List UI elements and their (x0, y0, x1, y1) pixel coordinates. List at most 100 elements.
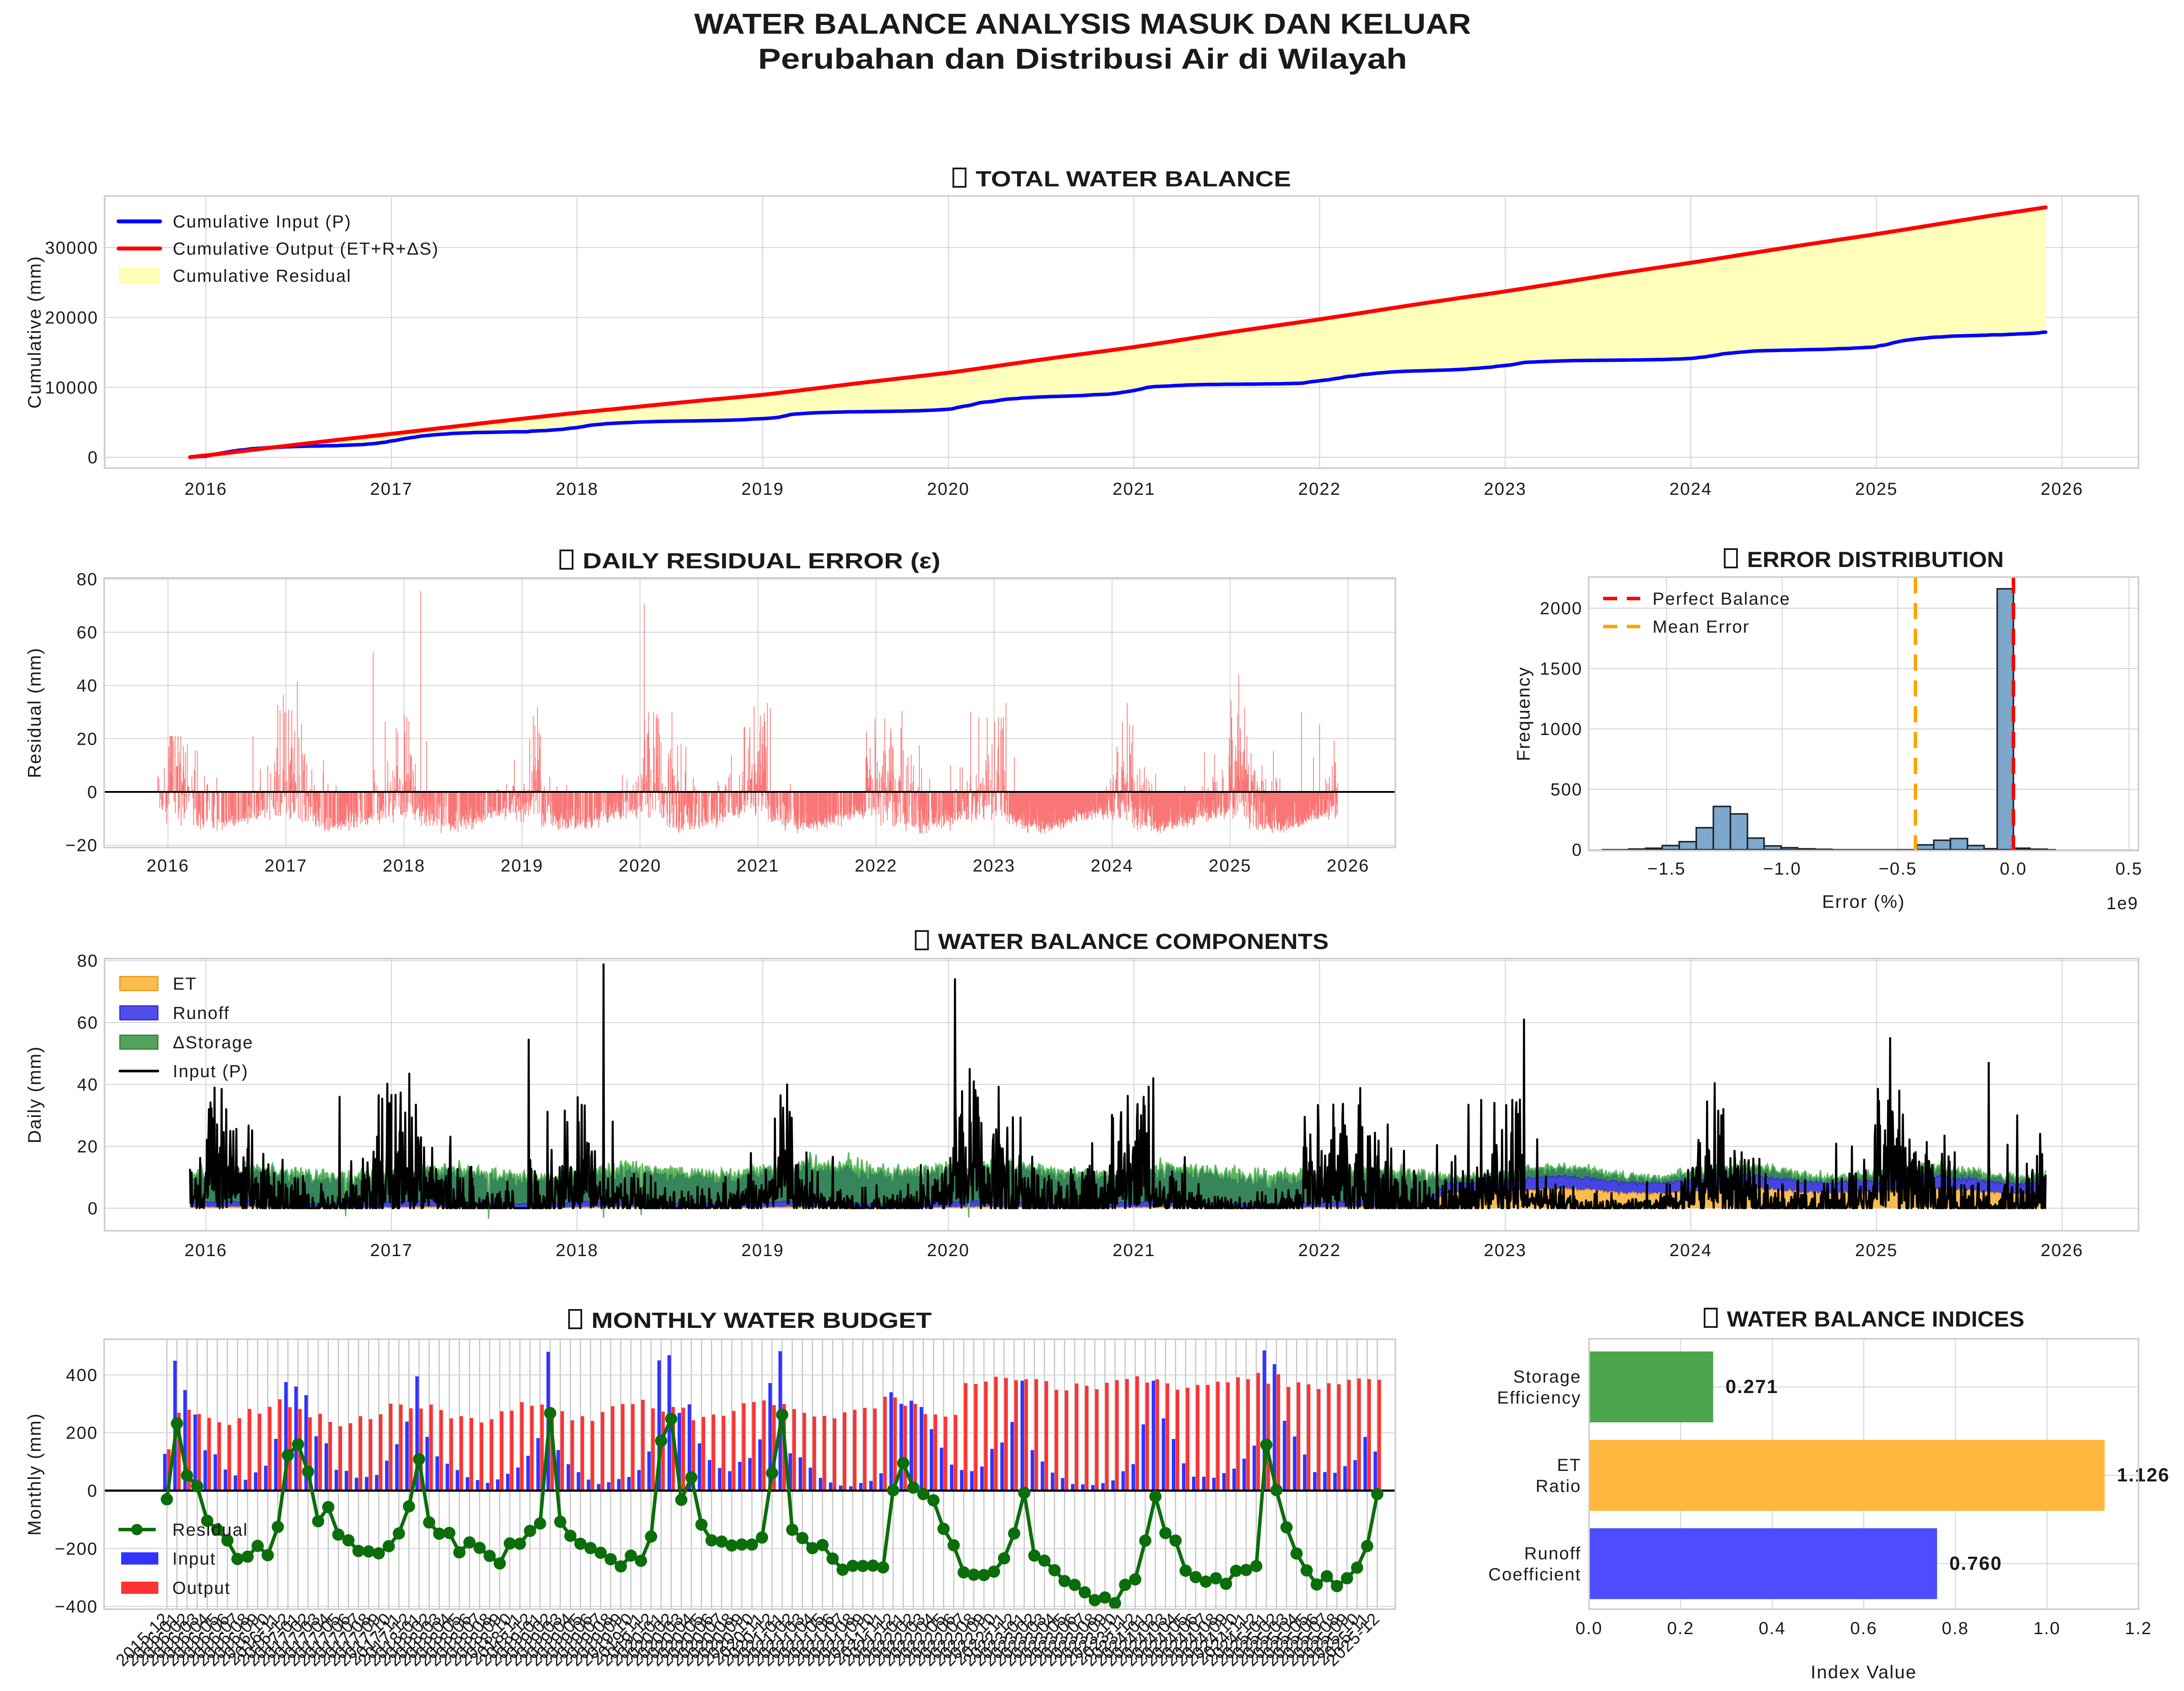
svg-text:2019: 2019 (741, 480, 784, 499)
svg-text:2018: 2018 (383, 856, 426, 875)
svg-text:Mean Error: Mean Error (1653, 617, 1750, 637)
svg-text:80: 80 (77, 570, 98, 589)
svg-text:WATER BALANCE INDICES: WATER BALANCE INDICES (1727, 1307, 2024, 1331)
svg-text:2016: 2016 (147, 856, 189, 875)
svg-text:2017: 2017 (370, 480, 413, 499)
svg-text:2020: 2020 (619, 856, 661, 875)
svg-text:2016: 2016 (185, 480, 227, 499)
svg-text:2023: 2023 (1484, 1241, 1527, 1260)
svg-text:2019: 2019 (501, 856, 544, 875)
svg-text:20000: 20000 (45, 308, 98, 328)
svg-text:−1.0: −1.0 (1763, 859, 1802, 879)
svg-text:Daily (mm): Daily (mm) (24, 1046, 45, 1144)
svg-text:1.2: 1.2 (2125, 1619, 2152, 1638)
svg-text:Cumulative Input (P): Cumulative Input (P) (173, 212, 352, 231)
svg-text:Runoff: Runoff (173, 1004, 230, 1023)
svg-text:Input (P): Input (P) (173, 1062, 248, 1081)
svg-text:2000: 2000 (1540, 599, 1583, 618)
svg-text:2018: 2018 (556, 1241, 599, 1260)
svg-text:WATER BALANCE COMPONENTS: WATER BALANCE COMPONENTS (938, 929, 1329, 954)
svg-text:TOTAL WATER BALANCE: TOTAL WATER BALANCE (976, 167, 1291, 191)
svg-text:0.760: 0.760 (1950, 1553, 2002, 1574)
svg-text:2025: 2025 (1855, 1241, 1898, 1260)
svg-text:60: 60 (77, 623, 98, 642)
svg-text:2022: 2022 (855, 856, 898, 875)
svg-text:20: 20 (77, 1137, 98, 1156)
svg-text:2021: 2021 (1113, 1241, 1156, 1260)
svg-text:200: 200 (66, 1424, 98, 1443)
svg-text:Frequency: Frequency (1513, 666, 1534, 761)
svg-text:1500: 1500 (1540, 659, 1583, 679)
svg-text:10000: 10000 (45, 378, 98, 397)
svg-text:1.126: 1.126 (2117, 1464, 2170, 1486)
svg-text:80: 80 (77, 952, 98, 971)
svg-text:2017: 2017 (265, 856, 308, 875)
svg-text:Coefficient: Coefficient (1489, 1565, 1581, 1584)
svg-text:2018: 2018 (556, 480, 599, 499)
svg-text:0: 0 (88, 448, 98, 467)
svg-text:2023: 2023 (973, 856, 1016, 875)
svg-text:Input: Input (172, 1549, 216, 1568)
svg-text:−20: −20 (66, 836, 98, 855)
svg-text:2021: 2021 (737, 856, 779, 875)
svg-text:40: 40 (77, 1075, 98, 1095)
svg-text:2025: 2025 (1209, 856, 1251, 875)
svg-text:Cumulative (mm): Cumulative (mm) (24, 256, 45, 409)
svg-text:Perubahan dan Distribusi Air d: Perubahan dan Distribusi Air di Wilayah (758, 42, 1407, 75)
svg-text:2019: 2019 (741, 1241, 784, 1260)
svg-text:60: 60 (77, 1013, 98, 1033)
svg-text:−1.5: −1.5 (1647, 859, 1686, 879)
svg-text:2022: 2022 (1298, 1241, 1341, 1260)
svg-text:400: 400 (66, 1366, 98, 1385)
svg-text:0: 0 (87, 1481, 98, 1501)
svg-text:40: 40 (77, 676, 98, 696)
svg-text:30000: 30000 (45, 238, 98, 258)
svg-text:2024: 2024 (1670, 1241, 1712, 1260)
svg-text:Index Value: Index Value (1811, 1662, 1917, 1682)
svg-text:2017: 2017 (370, 1241, 413, 1260)
svg-text:2016: 2016 (185, 1241, 227, 1260)
svg-text:1000: 1000 (1540, 720, 1583, 739)
svg-text:Residual: Residual (172, 1520, 248, 1540)
svg-text:MONTHLY WATER BUDGET: MONTHLY WATER BUDGET (591, 1308, 932, 1333)
svg-text:Perfect Balance: Perfect Balance (1653, 589, 1790, 609)
svg-text:0.6: 0.6 (1850, 1619, 1877, 1638)
svg-text:Cumulative Residual: Cumulative Residual (173, 266, 352, 286)
svg-text:2020: 2020 (927, 480, 970, 499)
svg-text:Residual (mm): Residual (mm) (24, 647, 45, 778)
svg-text:Monthly (mm): Monthly (mm) (24, 1413, 45, 1536)
svg-text:Efficiency: Efficiency (1497, 1388, 1581, 1407)
svg-text:0.2: 0.2 (1667, 1619, 1694, 1638)
svg-text:Output: Output (172, 1579, 231, 1598)
svg-text:DAILY RESIDUAL ERROR (ε): DAILY RESIDUAL ERROR (ε) (583, 549, 940, 573)
svg-text:2023: 2023 (1484, 480, 1527, 499)
svg-text:500: 500 (1551, 780, 1583, 799)
svg-text:0.271: 0.271 (1726, 1376, 1779, 1397)
svg-text:ΔStorage: ΔStorage (173, 1033, 253, 1052)
svg-text:ET: ET (173, 974, 197, 994)
svg-text:20: 20 (77, 729, 98, 749)
svg-text:Runoff: Runoff (1524, 1544, 1581, 1563)
svg-text:1.0: 1.0 (2034, 1619, 2061, 1638)
svg-text:Storage: Storage (1513, 1367, 1582, 1386)
svg-text:0.0: 0.0 (1576, 1619, 1603, 1638)
svg-text:−400: −400 (55, 1597, 98, 1617)
svg-text:Error (%): Error (%) (1822, 891, 1905, 912)
svg-text:ET: ET (1557, 1456, 1581, 1475)
svg-text:WATER BALANCE ANALYSIS MASUK D: WATER BALANCE ANALYSIS MASUK DAN KELUAR (694, 7, 1471, 40)
svg-text:0: 0 (88, 1199, 98, 1218)
svg-text:2025: 2025 (1855, 480, 1898, 499)
svg-text:2021: 2021 (1113, 480, 1156, 499)
svg-text:0.5: 0.5 (2115, 859, 2142, 879)
svg-text:2022: 2022 (1298, 480, 1341, 499)
svg-text:2026: 2026 (2041, 480, 2083, 499)
svg-text:2020: 2020 (927, 1241, 970, 1260)
svg-text:−200: −200 (55, 1539, 98, 1558)
svg-text:Cumulative Output (ET+R+ΔS): Cumulative Output (ET+R+ΔS) (173, 239, 439, 259)
svg-text:0.8: 0.8 (1942, 1619, 1969, 1638)
svg-text:2024: 2024 (1670, 480, 1712, 499)
svg-text:Ratio: Ratio (1536, 1477, 1581, 1496)
svg-text:ERROR DISTRIBUTION: ERROR DISTRIBUTION (1747, 547, 2004, 572)
svg-text:0: 0 (87, 783, 98, 802)
svg-text:2024: 2024 (1091, 856, 1134, 875)
